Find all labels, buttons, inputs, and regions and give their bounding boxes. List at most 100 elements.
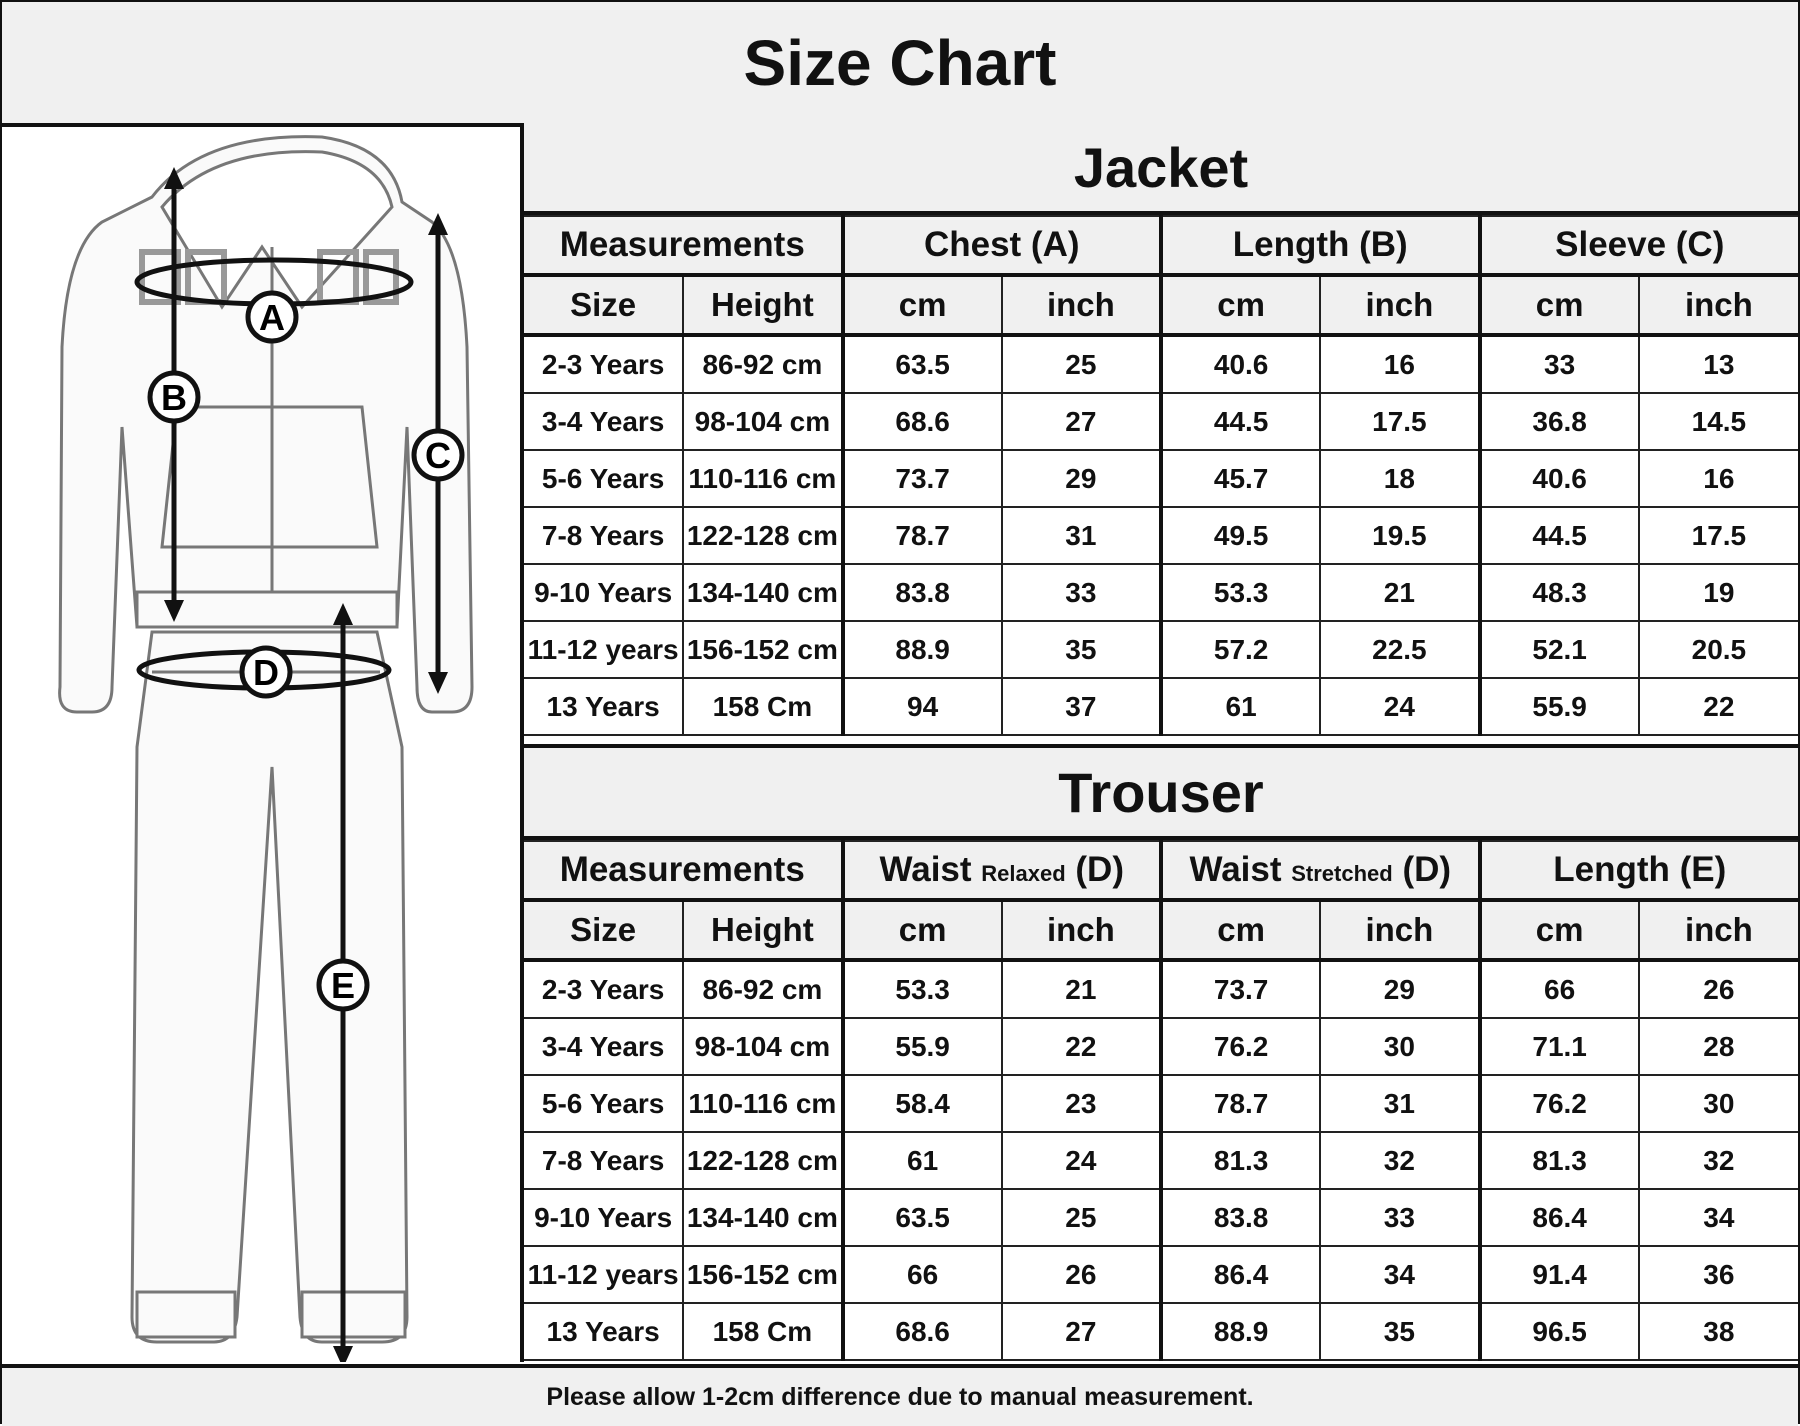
table-cell: 83.8	[840, 563, 1003, 622]
table-cell: 158 Cm	[682, 677, 844, 736]
table-cell: 28	[1637, 1017, 1798, 1076]
table-cell: 29	[1000, 449, 1163, 508]
table-cell: 44.5	[1477, 506, 1640, 565]
table-cell: 32	[1637, 1131, 1798, 1190]
column-header: cm	[1477, 899, 1640, 962]
table-cell: 58.4	[840, 1074, 1003, 1133]
table-cell: 66	[840, 1245, 1003, 1304]
table-cell: 55.9	[1477, 677, 1640, 736]
column-header: cm	[840, 274, 1003, 337]
group-label: Waist	[879, 850, 972, 889]
table-cell: 5-6 Years	[524, 449, 685, 508]
table-cell: 91.4	[1477, 1245, 1640, 1304]
table-cell: 21	[1319, 563, 1481, 622]
table-cell: 73.7	[1158, 959, 1322, 1019]
group-header-row: Measurements Chest (A) Length (B) Sleeve (C…	[524, 215, 1798, 277]
table-cell: 52.1	[1477, 620, 1640, 679]
table-cell: 61	[840, 1131, 1003, 1190]
table-cell: 26	[1637, 959, 1798, 1019]
table-cell: 156-152 cm	[682, 1245, 844, 1304]
table-cell: 11-12 years	[524, 620, 685, 679]
pocket	[160, 405, 379, 549]
table-cell: 18	[1319, 449, 1481, 508]
table-cell: 25	[1000, 334, 1163, 394]
column-header: Height	[682, 899, 844, 962]
group-label: Waist	[1189, 850, 1282, 889]
table-cell: 49.5	[1158, 506, 1322, 565]
table-cell: 96.5	[1477, 1302, 1640, 1361]
trouser-section: Trouser Measurements Waist Relaxed (D) Wai…	[524, 744, 1798, 1361]
group-qualifier: Relaxed	[981, 861, 1066, 886]
group-header-3: Sleeve (C)	[1477, 215, 1798, 277]
table-cell: 2-3 Years	[524, 959, 685, 1019]
table-cell: 81.3	[1477, 1131, 1640, 1190]
group-qualifier: Stretched	[1291, 861, 1393, 886]
garment-illustration: A B C D E	[2, 127, 524, 1362]
group-suffix: (D)	[1402, 850, 1452, 889]
table-cell: 34	[1637, 1188, 1798, 1247]
column-header: cm	[1158, 274, 1322, 337]
table-cell: 88.9	[1158, 1302, 1322, 1361]
column-header: inch	[1319, 274, 1481, 337]
table-cell: 53.3	[1158, 563, 1322, 622]
column-header: inch	[1637, 899, 1798, 962]
group-header-0: Measurements	[524, 215, 844, 277]
table-cell: 35	[1000, 620, 1163, 679]
marker-c: C	[411, 428, 465, 482]
subheader-row: Size Height cm inch cm inch cm inch	[524, 274, 1798, 337]
table-cell: 37	[1000, 677, 1163, 736]
table-cell: 40.6	[1477, 449, 1640, 508]
marker-e-label: E	[331, 965, 355, 1006]
table-cell: 13	[1637, 334, 1798, 394]
table-cell: 2-3 Years	[524, 334, 685, 394]
column-header: cm	[1158, 899, 1322, 962]
group-header-0: Measurements	[524, 840, 844, 902]
table-cell: 81.3	[1158, 1131, 1322, 1190]
table-row: 7-8 Years 122-128 cm 78.7 31 49.5 19.5 44.5 17.…	[524, 506, 1798, 565]
group-header-3: Length (E)	[1477, 840, 1798, 902]
table-cell: 24	[1000, 1131, 1163, 1190]
table-cell: 3-4 Years	[524, 1017, 685, 1076]
table-cell: 71.1	[1477, 1017, 1640, 1076]
table-cell: 86.4	[1158, 1245, 1322, 1304]
table-cell: 134-140 cm	[682, 563, 844, 622]
table-cell: 31	[1319, 1074, 1481, 1133]
footer-note: Please allow 1-2cm difference due to man…	[2, 1364, 1798, 1426]
table-cell: 110-116 cm	[682, 1074, 844, 1133]
table-cell: 86-92 cm	[682, 334, 844, 394]
group-header-row: Measurements Waist Relaxed (D) Waist Stret…	[524, 840, 1798, 902]
table-cell: 22	[1000, 1017, 1163, 1076]
table-cell: 16	[1319, 334, 1481, 394]
table-row: 5-6 Years 110-116 cm 73.7 29 45.7 18 40.6 16	[524, 449, 1798, 508]
marker-d: D	[239, 645, 293, 699]
table-row: 2-3 Years 86-92 cm 63.5 25 40.6 16 33 13	[524, 334, 1798, 394]
marker-b-label: B	[161, 377, 187, 418]
table-cell: 29	[1319, 959, 1481, 1019]
table-cell: 40.6	[1158, 334, 1322, 394]
table-cell: 32	[1319, 1131, 1481, 1190]
table-cell: 98-104 cm	[682, 392, 844, 451]
table-cell: 11-12 years	[524, 1245, 685, 1304]
jacket-table: Measurements Chest (A) Length (B) Sleeve (C…	[524, 215, 1798, 736]
group-label: Sleeve (C)	[1555, 225, 1725, 264]
hood-inner	[160, 150, 394, 310]
column-header: inch	[1319, 899, 1481, 962]
table-cell: 110-116 cm	[682, 449, 844, 508]
table-cell: 36.8	[1477, 392, 1640, 451]
column-header: inch	[1000, 899, 1163, 962]
table-cell: 24	[1319, 677, 1481, 736]
table-row: 3-4 Years 98-104 cm 68.6 27 44.5 17.5 36.8 14.5	[524, 392, 1798, 451]
table-cell: 36	[1637, 1245, 1798, 1304]
group-label: Length (E)	[1553, 850, 1727, 889]
table-row: 7-8 Years 122-128 cm 61 24 81.3 32 81.3 32	[524, 1131, 1798, 1190]
marker-a-label: A	[259, 297, 285, 338]
marker-d-label: D	[253, 652, 279, 693]
table-row: 9-10 Years 134-140 cm 83.8 33 53.3 21 48.3 19	[524, 563, 1798, 622]
table-cell: 13 Years	[524, 677, 685, 736]
group-header-1: Chest (A)	[840, 215, 1162, 277]
table-cell: 3-4 Years	[524, 392, 685, 451]
table-row: 13 Years 158 Cm 68.6 27 88.9 35 96.5 38	[524, 1302, 1798, 1361]
group-header-1: Waist Relaxed (D)	[840, 840, 1162, 902]
column-header: cm	[1477, 274, 1640, 337]
